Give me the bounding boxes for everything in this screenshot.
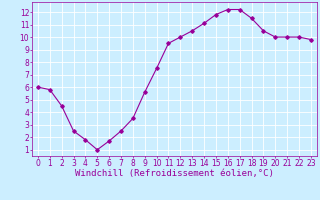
X-axis label: Windchill (Refroidissement éolien,°C): Windchill (Refroidissement éolien,°C) [75, 169, 274, 178]
